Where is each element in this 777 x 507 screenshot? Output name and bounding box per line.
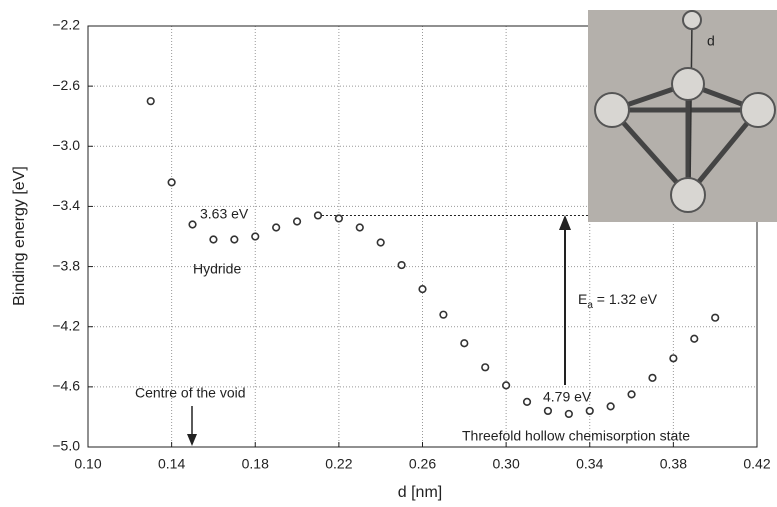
point <box>397 260 406 270</box>
arrow-head <box>559 215 571 230</box>
y-tick-label: −3.0 <box>52 137 80 153</box>
bond <box>686 108 760 197</box>
annotation: 3.63 eV <box>200 206 249 222</box>
point <box>606 402 615 411</box>
atom <box>682 10 702 30</box>
x-tick-label: 0.38 <box>660 456 687 472</box>
annotation: Threefold hollow chemisorption state <box>462 428 690 444</box>
annotation: Centre of the void <box>135 385 246 401</box>
atom <box>740 92 776 128</box>
ea-sub: a <box>587 300 593 311</box>
annotation: 4.79 eV <box>543 389 592 405</box>
y-tick-label: −2.6 <box>52 77 80 93</box>
point <box>669 354 678 363</box>
point <box>251 232 260 241</box>
point <box>334 214 343 223</box>
point <box>292 217 302 226</box>
annotation: Ea = 1.32 eV <box>578 291 658 311</box>
point <box>146 97 155 106</box>
x-tick-label: 0.10 <box>74 456 101 472</box>
x-tick-label: 0.18 <box>242 456 269 472</box>
x-tick-label: 0.42 <box>743 456 770 472</box>
bond <box>689 19 693 191</box>
point <box>272 223 281 232</box>
point <box>376 238 385 247</box>
x-tick-label: 0.34 <box>576 456 603 472</box>
y-tick-label: −5.0 <box>52 438 80 454</box>
plot-frame <box>87 25 758 448</box>
point <box>167 178 176 187</box>
point <box>460 339 469 348</box>
y-tick-label: −3.4 <box>52 197 80 213</box>
y-axis-label: Binding energy [eV] <box>11 166 28 306</box>
point <box>355 223 364 232</box>
bond <box>610 108 690 197</box>
point <box>522 397 532 406</box>
y-tick-label: −4.2 <box>52 317 80 333</box>
point <box>188 220 197 229</box>
point <box>585 406 594 416</box>
point <box>543 406 553 416</box>
point <box>209 235 218 244</box>
atom <box>670 177 706 213</box>
atom <box>671 67 705 101</box>
ea-main: E <box>578 291 587 307</box>
ea-rest: = 1.32 eV <box>593 291 658 307</box>
point <box>690 334 699 343</box>
point <box>711 313 720 322</box>
x-tick-label: 0.22 <box>325 456 352 472</box>
x-tick-label: 0.14 <box>158 456 185 472</box>
point <box>313 211 323 220</box>
x-tick-label: 0.30 <box>493 456 520 472</box>
point <box>439 310 448 319</box>
y-tick-label: −3.8 <box>52 257 80 273</box>
point <box>230 235 239 244</box>
x-axis-label: d [nm] <box>398 484 442 501</box>
atom <box>594 92 630 128</box>
annotation: Hydride <box>193 261 241 277</box>
arrow-head <box>187 434 197 446</box>
inset-label: d <box>707 33 715 49</box>
y-tick-label: −4.6 <box>52 378 80 394</box>
point <box>481 363 490 372</box>
point <box>418 285 427 294</box>
x-tick-label: 0.26 <box>409 456 436 472</box>
point <box>502 381 511 390</box>
point <box>648 373 657 382</box>
point <box>627 390 636 399</box>
point <box>564 409 573 419</box>
inset: d <box>588 10 777 222</box>
y-tick-label: −2.2 <box>52 17 80 33</box>
